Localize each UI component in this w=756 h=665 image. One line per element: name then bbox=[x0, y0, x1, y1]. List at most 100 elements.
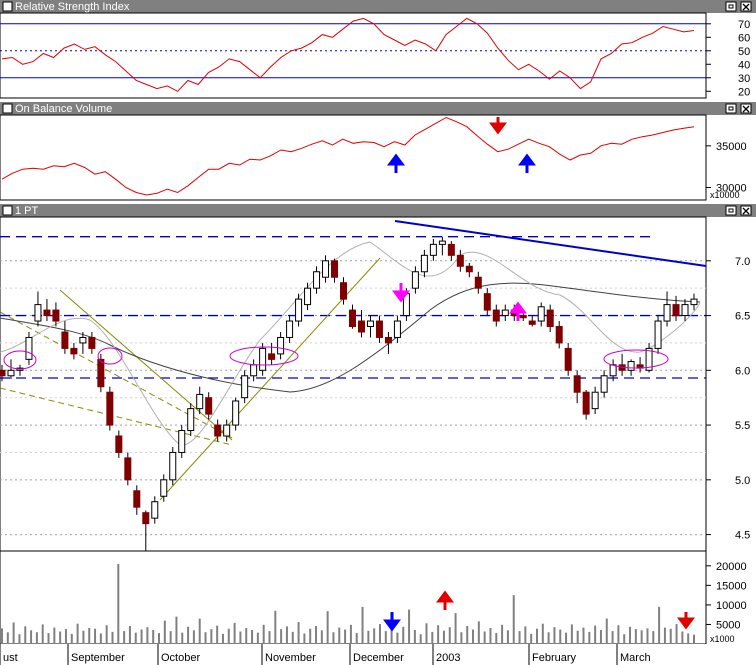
rsi-titlebar bbox=[0, 0, 756, 13]
magenta-down-arrow-icon bbox=[392, 283, 410, 303]
candle-up bbox=[25, 336, 33, 360]
candle-down bbox=[106, 391, 114, 426]
candle-up bbox=[654, 320, 662, 349]
obv-tick-label: 30000 bbox=[716, 183, 747, 195]
candle-down bbox=[115, 435, 123, 453]
obv-series-line bbox=[1, 116, 695, 196]
candle-down bbox=[465, 265, 473, 273]
rsi-tick-label: 40 bbox=[738, 59, 750, 71]
highlight-ellipse bbox=[3, 350, 37, 370]
candle-down bbox=[582, 391, 590, 415]
highlight-ellipse bbox=[603, 349, 669, 369]
candle-down bbox=[348, 309, 356, 328]
candle-down bbox=[205, 397, 213, 415]
candle-down bbox=[133, 490, 141, 508]
rsi-tick-label: 20 bbox=[738, 86, 750, 98]
rsi-restore-button[interactable] bbox=[725, 1, 737, 12]
candle-down bbox=[268, 353, 276, 360]
candle-down bbox=[142, 512, 150, 525]
candle-up bbox=[286, 320, 294, 338]
highlight-ellipse bbox=[229, 346, 299, 366]
date-axis: ust September October November December 2003 F… bbox=[0, 644, 756, 665]
highlight-ellipse bbox=[97, 347, 123, 365]
restore-icon bbox=[728, 4, 734, 9]
rsi-title: Relative Strength Index bbox=[15, 1, 130, 13]
candle-down bbox=[97, 358, 105, 388]
candle-up bbox=[393, 320, 401, 338]
candle-down bbox=[88, 336, 96, 349]
candle-up bbox=[537, 306, 545, 322]
candle-up bbox=[223, 424, 231, 437]
candle-down bbox=[564, 347, 572, 371]
candle-down bbox=[546, 309, 554, 328]
candle-down bbox=[70, 347, 78, 355]
candle-up bbox=[196, 393, 204, 410]
obv-title: On Balance Volume bbox=[15, 103, 112, 115]
candle-down bbox=[483, 293, 491, 311]
candle-up bbox=[645, 347, 653, 371]
price-restore-button[interactable] bbox=[725, 205, 737, 216]
obv-restore-button[interactable] bbox=[725, 103, 737, 114]
month-label: March bbox=[620, 652, 651, 664]
candle-up bbox=[429, 243, 437, 256]
candle-up bbox=[160, 479, 168, 497]
candle-up bbox=[600, 375, 608, 393]
price-tick-label: 4.5 bbox=[735, 530, 750, 542]
obv-multiplier: x10000 bbox=[710, 190, 740, 200]
candle-down bbox=[474, 276, 482, 289]
volume-tick-label: 10000 bbox=[716, 600, 747, 612]
blue-up-arrow-icon bbox=[518, 153, 536, 173]
close-icon bbox=[742, 3, 750, 11]
panel-icon bbox=[2, 1, 13, 12]
candle-up bbox=[277, 336, 285, 355]
restore-icon bbox=[728, 106, 734, 111]
candle-up bbox=[627, 361, 635, 371]
magenta-up-arrow-icon bbox=[509, 301, 527, 321]
candle-up bbox=[411, 271, 419, 289]
candle-down bbox=[555, 326, 563, 344]
rsi-tick-label: 60 bbox=[738, 32, 750, 44]
price-titlebar bbox=[0, 204, 756, 217]
month-label: December bbox=[353, 652, 404, 664]
candle-up bbox=[250, 364, 258, 377]
month-label: ust bbox=[3, 652, 18, 664]
candle-down bbox=[61, 331, 69, 349]
candle-up bbox=[7, 369, 15, 377]
candle-down bbox=[124, 457, 132, 481]
candle-down bbox=[375, 320, 383, 338]
moving-average-short bbox=[0, 241, 701, 446]
rsi-tick-label: 30 bbox=[738, 73, 750, 85]
candle-down bbox=[340, 282, 348, 300]
candle-up bbox=[313, 271, 321, 289]
candle-up bbox=[79, 336, 87, 344]
candle-up bbox=[681, 304, 689, 317]
candle-up bbox=[366, 320, 374, 328]
close-icon bbox=[742, 207, 750, 215]
panel-icon bbox=[2, 103, 13, 114]
candle-up bbox=[241, 375, 249, 399]
price-tick-label: 5.5 bbox=[735, 420, 750, 432]
candle-up bbox=[151, 501, 159, 519]
month-label: February bbox=[532, 652, 577, 664]
candle-up bbox=[438, 240, 446, 245]
candle-up bbox=[304, 287, 312, 306]
candle-down bbox=[43, 309, 51, 317]
volume-tick-label: 20000 bbox=[716, 561, 747, 573]
candle-down bbox=[447, 243, 455, 256]
panel-icon bbox=[2, 205, 13, 216]
month-label: October bbox=[161, 652, 200, 664]
price-plot-area bbox=[0, 216, 707, 552]
price-tick-label: 6.5 bbox=[735, 311, 750, 323]
volume-panel: 20000 15000 10000 5000 x1000 bbox=[0, 550, 747, 645]
blue-up-arrow-icon bbox=[387, 153, 405, 173]
candle-up bbox=[295, 298, 303, 322]
date-axis-background bbox=[0, 644, 756, 665]
rsi-tick-label: 70 bbox=[738, 19, 750, 31]
month-label: September bbox=[71, 652, 125, 664]
volume-tick-label: 5000 bbox=[716, 619, 740, 631]
volume-tick-label: 15000 bbox=[716, 580, 747, 592]
price-panel: 1 PT 7.0 6.5 6.0 5.5 5.0 4.5 bbox=[0, 204, 756, 552]
candle-up bbox=[420, 254, 428, 273]
price-title: 1 PT bbox=[15, 205, 39, 217]
